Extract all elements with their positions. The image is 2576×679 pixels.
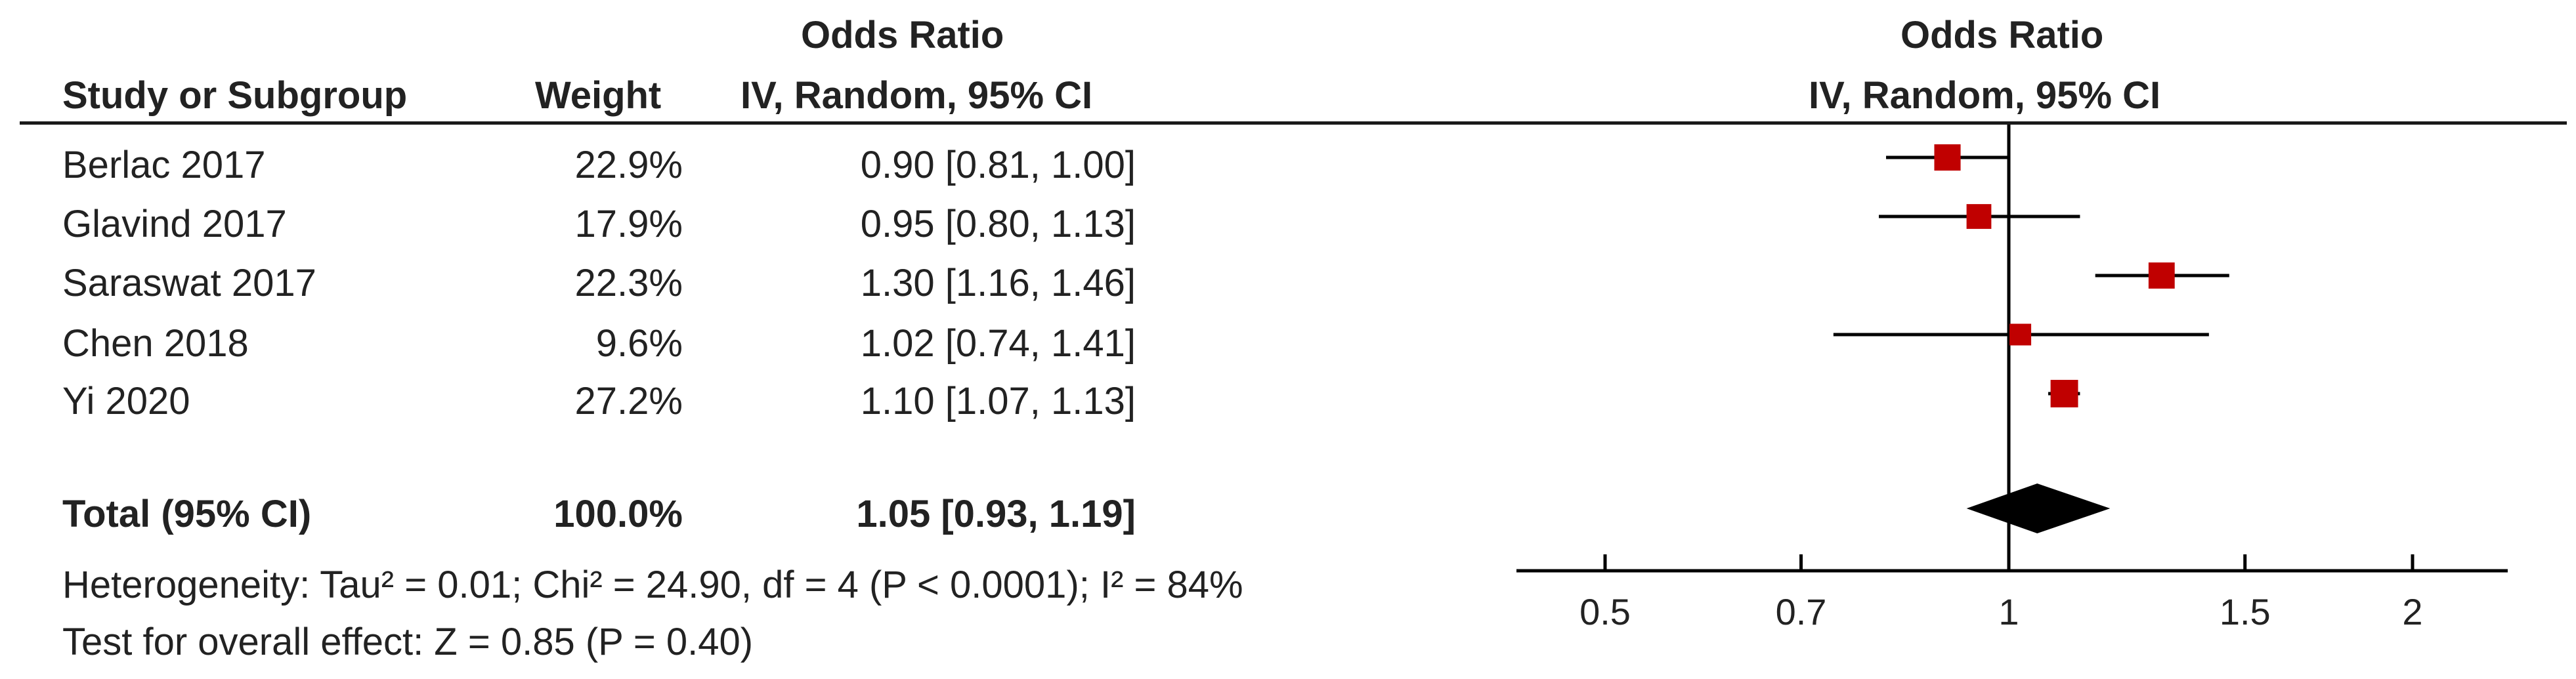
- study-weight: 27.2%: [574, 380, 683, 422]
- study-name: Saraswat 2017: [62, 262, 316, 304]
- study-name: Chen 2018: [62, 322, 249, 365]
- study-markers: [1833, 144, 2229, 407]
- study-name: Glavind 2017: [62, 203, 287, 245]
- study-weight: 17.9%: [574, 203, 683, 245]
- plot-header-top: Odds Ratio: [1900, 14, 2104, 56]
- total-weight: 100.0%: [553, 493, 683, 535]
- study-ci: 0.90 [0.81, 1.00]: [860, 144, 1136, 186]
- study-weight: 22.9%: [574, 144, 683, 186]
- study-column-header: Study or Subgroup: [62, 74, 408, 117]
- study-point-marker: [2009, 323, 2032, 346]
- study-weight: 9.6%: [595, 322, 683, 365]
- study-ci: 1.02 [0.74, 1.41]: [860, 322, 1136, 365]
- study-name: Yi 2020: [62, 380, 190, 422]
- study-ci: 0.95 [0.80, 1.13]: [860, 203, 1136, 245]
- weight-column-header: Weight: [535, 74, 662, 117]
- total-ci: 1.05 [0.93, 1.19]: [856, 493, 1136, 535]
- x-tick-label: 1: [1998, 591, 2019, 632]
- study-point-marker: [2050, 380, 2078, 407]
- header-rule: [20, 121, 2567, 125]
- study-ci: 1.30 [1.16, 1.46]: [860, 262, 1136, 304]
- x-tick-label: 1.5: [2220, 591, 2271, 632]
- study-weight: 22.3%: [574, 262, 683, 304]
- total-diamond: [1966, 484, 2111, 533]
- study-name: Berlac 2017: [62, 144, 266, 186]
- total-label: Total (95% CI): [62, 493, 312, 535]
- x-tick-label: 2: [2402, 591, 2422, 632]
- study-point-marker: [1966, 204, 1992, 229]
- study-point-marker: [2148, 262, 2175, 289]
- x-tick-label: 0.7: [1776, 591, 1827, 632]
- overall-effect-text: Test for overall effect: Z = 0.85 (P = 0…: [62, 621, 754, 663]
- study-point-marker: [1934, 144, 1961, 171]
- heterogeneity-text: Heterogeneity: Tau² = 0.01; Chi² = 24.90…: [62, 564, 1243, 606]
- ci-column-header: IV, Random, 95% CI: [741, 74, 1093, 117]
- x-axis-ticks: 0.5 0.7 1 1.5 2: [1579, 554, 2423, 632]
- study-ci: 1.10 [1.07, 1.13]: [860, 380, 1136, 422]
- or-column-header-top: Odds Ratio: [801, 14, 1004, 56]
- x-tick-label: 0.5: [1579, 591, 1631, 632]
- plot-header-sub: IV, Random, 95% CI: [1809, 74, 2161, 117]
